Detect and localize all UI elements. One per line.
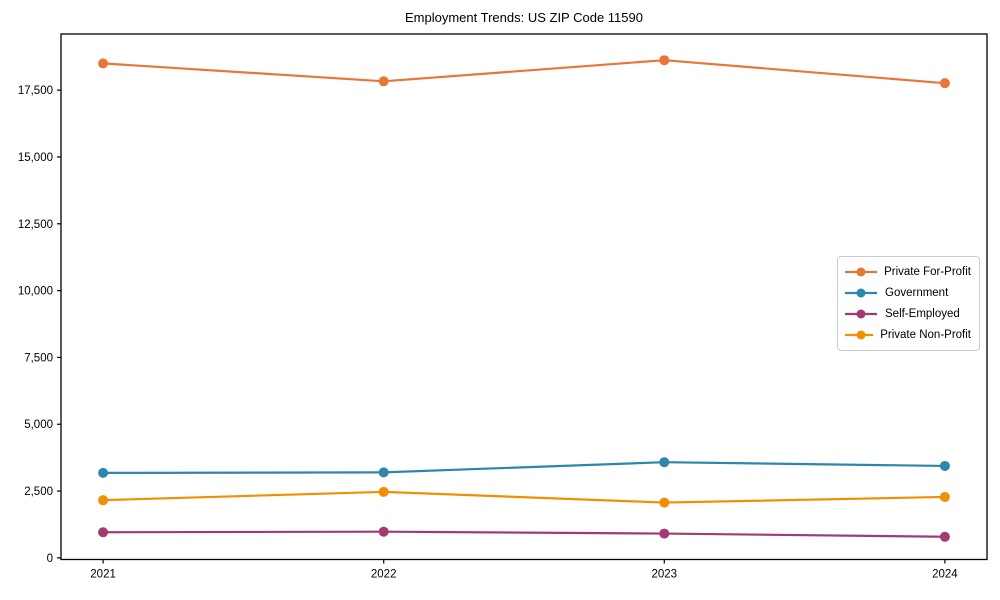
y-tick-label: 2,500 bbox=[24, 486, 53, 498]
data-point-marker bbox=[659, 497, 670, 508]
y-tick-label: 15,000 bbox=[18, 152, 53, 164]
legend-item: Government bbox=[844, 285, 971, 301]
data-point-marker bbox=[659, 55, 670, 66]
y-tick-label: 5,000 bbox=[24, 419, 53, 431]
legend: Private For-Profit Government Self-Employe… bbox=[837, 256, 980, 351]
data-point-marker bbox=[939, 491, 950, 502]
data-point-marker bbox=[378, 76, 389, 87]
series-line bbox=[101, 461, 947, 474]
data-point-marker bbox=[939, 531, 950, 542]
data-point-marker bbox=[98, 58, 109, 69]
legend-label: Private For-Profit bbox=[884, 266, 971, 278]
data-point-marker bbox=[98, 527, 109, 538]
data-point-marker bbox=[378, 486, 389, 497]
x-tick-label: 2021 bbox=[90, 569, 116, 581]
legend-item: Private For-Profit bbox=[844, 264, 971, 280]
series-line bbox=[101, 59, 947, 85]
legend-line-marker-icon bbox=[845, 267, 877, 277]
legend-item: Self-Employed bbox=[844, 306, 971, 322]
data-point-marker bbox=[659, 457, 670, 468]
data-point-marker bbox=[659, 528, 670, 539]
legend-label: Government bbox=[885, 287, 949, 299]
y-tick-label: 7,500 bbox=[24, 352, 53, 364]
series-line bbox=[101, 530, 947, 538]
data-point-marker bbox=[939, 78, 950, 89]
data-point-marker bbox=[98, 495, 109, 506]
y-tick-label: 17,500 bbox=[18, 85, 53, 97]
series-line bbox=[101, 490, 947, 504]
data-point-marker bbox=[378, 467, 389, 478]
y-tick-label: 0 bbox=[47, 553, 53, 565]
legend-line-marker-icon bbox=[845, 309, 877, 319]
y-tick-label: 10,000 bbox=[18, 286, 53, 298]
x-tick-label: 2022 bbox=[371, 569, 397, 581]
legend-label: Self-Employed bbox=[885, 308, 960, 320]
legend-item: Private Non-Profit bbox=[844, 327, 971, 343]
legend-line-marker-icon bbox=[845, 330, 874, 340]
data-point-marker bbox=[98, 467, 109, 478]
legend-line-marker-icon bbox=[845, 288, 877, 298]
x-tick-label: 2024 bbox=[932, 569, 958, 581]
legend-label: Private Non-Profit bbox=[880, 329, 971, 341]
data-point-marker bbox=[939, 460, 950, 471]
x-tick-label: 2023 bbox=[652, 569, 678, 581]
axes-frame bbox=[60, 33, 988, 561]
chart-title: Employment Trends: US ZIP Code 11590 bbox=[405, 10, 643, 25]
y-tick-label: 12,500 bbox=[18, 219, 53, 231]
data-point-marker bbox=[378, 526, 389, 537]
